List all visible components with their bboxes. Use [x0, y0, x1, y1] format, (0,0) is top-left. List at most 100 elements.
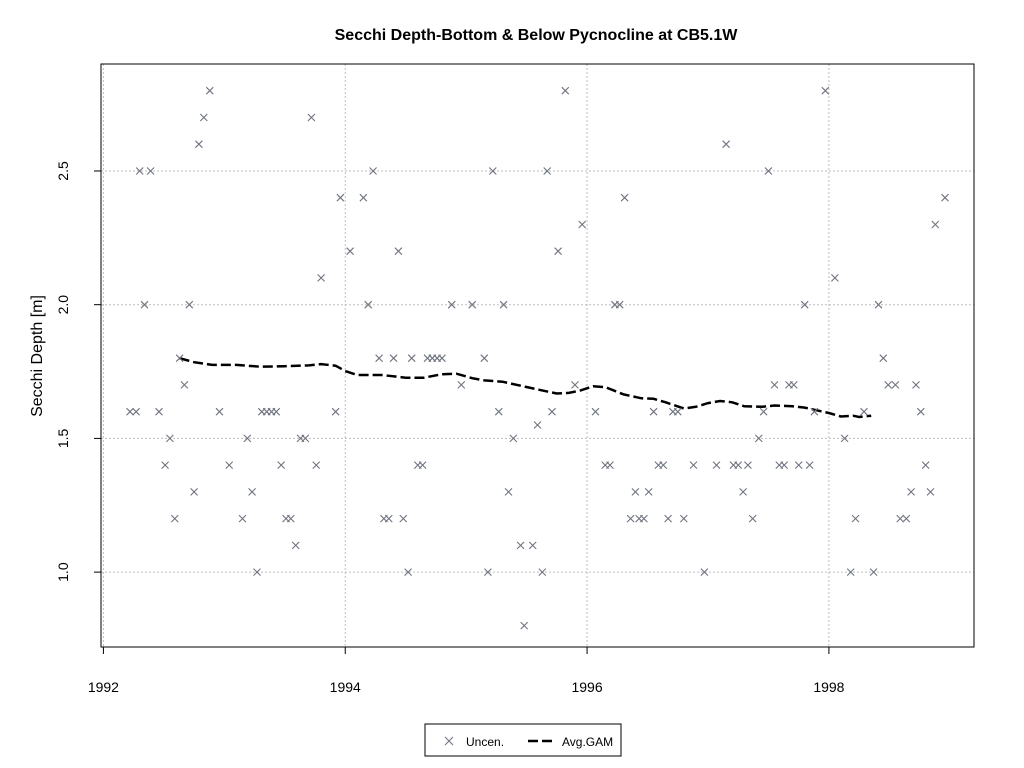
data-point-stroke [504, 488, 513, 496]
data-point [851, 514, 860, 523]
x-tick-label: 1998 [813, 679, 844, 695]
data-point-stroke [509, 434, 518, 443]
data-point-stroke [679, 514, 688, 523]
data-point [312, 461, 321, 469]
data-point-stroke [238, 514, 247, 523]
data-point [712, 461, 721, 469]
data-point [649, 407, 658, 416]
y-tick-label: 2.5 [55, 161, 71, 181]
data-point-stroke [548, 407, 556, 416]
data-point-stroke [907, 488, 915, 496]
data-point-stroke [225, 461, 234, 469]
data-point-stroke [734, 461, 743, 469]
data-point [754, 434, 763, 443]
data-point [554, 247, 562, 256]
data-point [504, 488, 513, 496]
data-point [846, 568, 855, 576]
data-point-stroke [277, 461, 286, 469]
data-point-stroke [764, 167, 773, 175]
data-point-stroke [571, 381, 579, 389]
data-point-stroke [754, 434, 763, 443]
data-point-stroke [243, 434, 252, 443]
data-point [215, 407, 224, 416]
data-point [457, 381, 466, 389]
data-point [748, 514, 757, 523]
data-point [480, 354, 489, 363]
data-point [739, 488, 747, 496]
data-point-stroke [840, 434, 849, 443]
data-point-stroke [831, 274, 839, 282]
data-point [238, 514, 247, 523]
data-point [926, 488, 935, 496]
data-point-stroke [554, 247, 562, 256]
data-point-stroke [195, 140, 203, 149]
data-point-stroke [199, 113, 208, 122]
data-point [770, 381, 779, 389]
data-point [364, 300, 373, 309]
data-point-stroke [438, 354, 446, 363]
data-point [591, 407, 600, 416]
data-point-stroke [538, 568, 547, 576]
data-point-stroke [161, 461, 169, 469]
data-point [140, 300, 149, 309]
data-point-stroke [384, 514, 393, 523]
data-point-stroke [800, 300, 809, 309]
data-point-stroke [215, 407, 224, 416]
data-point-stroke [418, 461, 427, 469]
data-point-stroke [447, 300, 456, 309]
data-point [286, 514, 295, 523]
data-point-stroke [626, 514, 635, 523]
data-point-stroke [291, 541, 300, 550]
data-point-stroke [759, 407, 768, 416]
data-point-stroke [286, 514, 295, 523]
data-point [921, 461, 930, 469]
data-point [759, 407, 768, 416]
data-point [253, 568, 261, 576]
data-point-stroke [561, 86, 570, 95]
data-point [891, 381, 900, 389]
data-point [879, 354, 888, 363]
data-point [659, 461, 668, 469]
data-point-stroke [931, 220, 940, 229]
data-point [225, 461, 234, 469]
x-tick-label: 1994 [330, 679, 361, 695]
legend-label-gam: Avg.GAM [562, 735, 613, 749]
data-point [375, 354, 383, 363]
data-point-stroke [615, 300, 624, 309]
data-point-stroke [649, 407, 658, 416]
data-point-stroke [488, 167, 497, 175]
data-point-stroke [180, 381, 189, 389]
data-point-stroke [307, 113, 316, 122]
data-point-stroke [891, 381, 900, 389]
data-point [468, 300, 477, 309]
data-point [494, 407, 503, 416]
data-point [301, 434, 310, 443]
data-point [484, 568, 492, 576]
data-point-stroke [166, 434, 174, 443]
data-point [404, 568, 412, 576]
data-point [916, 407, 925, 416]
data-point [307, 113, 316, 122]
data-point-stroke [301, 434, 310, 443]
y-axis: 1.0 1.5 2.0 2.5 [55, 161, 101, 582]
data-point-stroke [821, 86, 830, 95]
y-tick-label: 2.0 [55, 295, 71, 315]
data-point-stroke [851, 514, 860, 523]
y-tick-label: 1.0 [55, 562, 71, 582]
data-point [571, 381, 579, 389]
data-point [679, 514, 688, 523]
data-point-stroke [499, 300, 508, 309]
chart-title: Secchi Depth-Bottom & Below Pycnocline a… [335, 27, 739, 44]
data-point-stroke [805, 461, 814, 469]
data-point [640, 514, 648, 523]
data-point [744, 461, 752, 469]
data-point-stroke [659, 461, 668, 469]
data-point-stroke [700, 568, 709, 576]
data-point [447, 300, 456, 309]
data-point [620, 193, 629, 202]
data-point [896, 514, 905, 523]
data-point [840, 434, 849, 443]
data-point [488, 167, 497, 175]
data-point [606, 461, 614, 469]
